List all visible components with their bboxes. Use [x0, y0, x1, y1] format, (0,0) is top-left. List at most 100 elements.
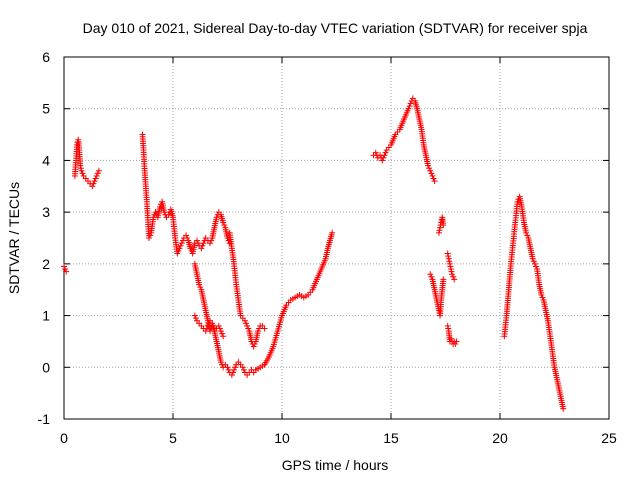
data-point: [531, 260, 538, 267]
data-point: [427, 271, 434, 278]
data-point: [187, 245, 194, 252]
data-point: [213, 214, 220, 221]
data-point: [530, 258, 537, 265]
data-point: [453, 338, 460, 345]
data-point: [203, 325, 210, 332]
data-point: [220, 333, 227, 340]
data-point: [523, 229, 530, 236]
data-point: [174, 250, 181, 257]
data-point: [438, 216, 445, 223]
data-point: [198, 245, 205, 252]
data-point: [94, 170, 101, 177]
data-point: [92, 175, 99, 182]
data-point: [451, 276, 458, 283]
data-point: [256, 325, 263, 332]
data-point: [245, 325, 252, 332]
data-point: [452, 341, 459, 348]
data-point: [215, 322, 222, 329]
data-point: [450, 273, 457, 280]
data-point: [532, 263, 539, 270]
chart-title: Day 010 of 2021, Sidereal Day-to-day VTE…: [83, 20, 588, 36]
plot-border: [63, 56, 610, 420]
data-point: [220, 219, 227, 226]
data-point: [428, 170, 435, 177]
data-point: [444, 250, 451, 257]
x-tick-label: 20: [492, 430, 508, 446]
data-point: [192, 315, 199, 322]
data-point: [514, 198, 521, 205]
data-point: [445, 253, 452, 260]
y-tick-label: 1: [42, 308, 50, 324]
data-point: [89, 183, 96, 190]
y-tick-label: 3: [42, 204, 50, 220]
y-tick-label: 0: [42, 359, 50, 375]
data-point: [445, 255, 452, 262]
x-axis: 0 5 10 15 20 25: [60, 57, 617, 446]
data-point: [407, 100, 414, 107]
data-point: [184, 235, 191, 241]
data-point: [221, 222, 228, 229]
x-tick-label: 5: [169, 430, 177, 446]
data-point: [63, 268, 70, 275]
data-point: [382, 149, 389, 156]
data-point: [62, 266, 69, 273]
data-point: [204, 322, 211, 329]
data-point: [197, 284, 204, 291]
data-point: [425, 162, 432, 169]
x-axis-label: GPS time / hours: [282, 457, 389, 473]
y-tick-label: 4: [42, 152, 50, 168]
data-point: [146, 235, 153, 241]
data-point: [239, 364, 246, 371]
y-axis-label: SDTVAR / TECUs: [6, 182, 22, 294]
data-point: [90, 180, 97, 187]
data-point: [191, 312, 198, 319]
x-tick-label: 15: [383, 430, 399, 446]
x-tick-label: 25: [601, 430, 617, 446]
data-point: [195, 240, 202, 247]
y-axis: -1 0 1 2 3 4 5 6: [38, 49, 609, 427]
data-point: [193, 237, 200, 244]
data-point: [406, 103, 413, 110]
data-point: [447, 266, 454, 273]
data-point: [261, 325, 268, 332]
data-point: [175, 247, 182, 254]
data-point: [379, 157, 386, 164]
data-point: [436, 227, 443, 234]
data-point: [446, 260, 453, 267]
x-tick-label: 10: [274, 430, 290, 446]
data-point: [207, 240, 214, 247]
data-point: [244, 322, 251, 329]
data-point: [380, 154, 387, 161]
data-point: [179, 237, 186, 244]
data-point: [560, 405, 567, 412]
data-point: [196, 281, 203, 288]
data-point: [440, 276, 447, 283]
data-point: [61, 263, 67, 270]
data-point: [241, 317, 248, 324]
y-tick-label: 6: [42, 49, 50, 65]
data-point: [255, 328, 262, 335]
data-point: [78, 167, 85, 174]
data-point: [428, 273, 435, 280]
data-point: [147, 232, 154, 239]
data-point: [228, 372, 235, 379]
data-point: [426, 165, 433, 172]
data-point: [427, 167, 434, 174]
data-point: [95, 167, 102, 174]
data-point: [202, 328, 209, 335]
data-point: [435, 229, 442, 236]
data-point: [445, 325, 452, 332]
data-point: [161, 209, 168, 216]
data-point: [446, 258, 453, 265]
data-point: [381, 152, 388, 159]
data-point: [437, 224, 444, 231]
data-point: [93, 172, 100, 179]
data-point: [152, 209, 159, 216]
y-tick-label: -1: [38, 411, 51, 427]
data-point: [444, 322, 451, 329]
data-point: [529, 255, 536, 262]
data-point: [177, 242, 184, 249]
data-point: [250, 343, 257, 350]
data-point: [208, 237, 215, 244]
data-point: [447, 335, 454, 342]
